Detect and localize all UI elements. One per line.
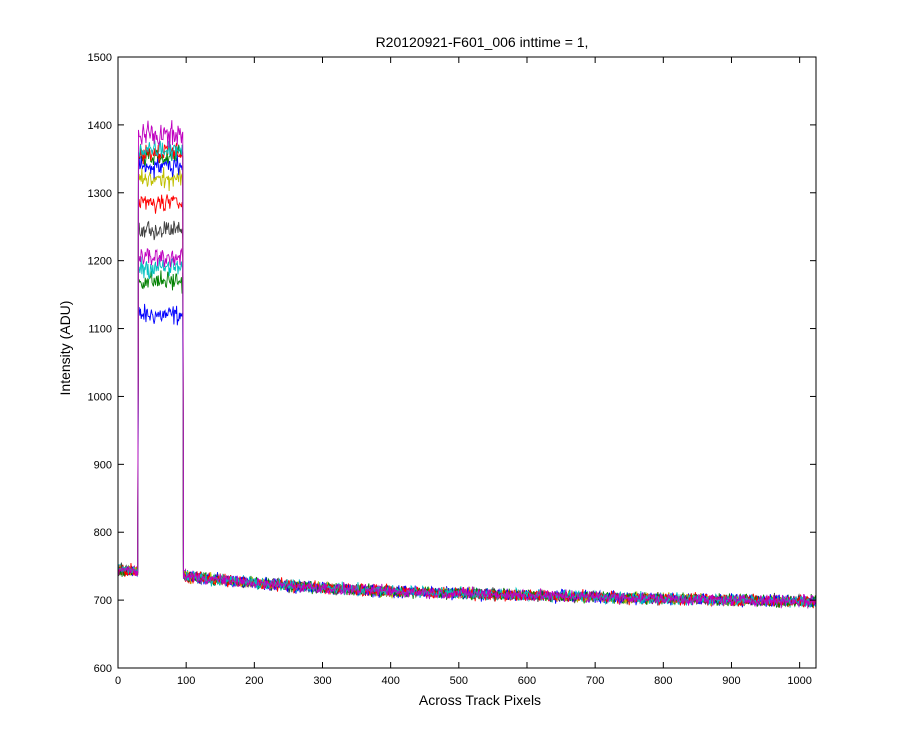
series-layer [117,120,816,609]
y-tick-label: 1300 [88,188,112,200]
x-tick-label: 1000 [787,675,811,687]
series-line-1 [117,303,816,608]
series-line-6 [117,194,816,609]
series-line-2 [117,270,816,608]
y-tick-label: 1000 [88,391,112,403]
y-tick-label: 1500 [88,52,112,64]
x-tick-label: 700 [586,675,604,687]
y-tick-label: 800 [94,527,112,539]
y-tick-label: 1200 [88,256,112,268]
series-line-4 [117,247,816,609]
chart-title: R20120921-F601_006 inttime = 1, [376,34,589,50]
series-line-9 [117,144,816,608]
x-tick-label: 0 [115,675,121,687]
y-tick-label: 900 [94,459,112,471]
x-tick-label: 800 [654,675,672,687]
series-line-11 [117,140,816,608]
x-axis-label: Across Track Pixels [419,692,541,708]
y-tick-label: 1400 [88,120,112,132]
series-line-10 [117,142,816,608]
x-tick-label: 400 [381,675,399,687]
x-tick-label: 300 [313,675,331,687]
x-tick-label: 500 [450,675,468,687]
series-line-5 [117,220,816,608]
series-line-3 [117,256,816,608]
x-tick-label: 200 [245,675,263,687]
y-tick-label: 700 [94,595,112,607]
x-tick-label: 100 [177,675,195,687]
y-tick-label: 1100 [88,324,112,336]
series-line-12 [117,120,816,609]
series-line-8 [117,154,816,608]
plot-frame [117,56,817,669]
y-tick-label: 600 [94,663,112,675]
axis-layer: 0 100 200 300 400 500 600 700 800 900 1000 600 700 80… [88,52,816,687]
y-axis-label: Intensity (ADU) [57,301,73,396]
series-line-7 [117,167,816,607]
x-tick-label: 900 [722,675,740,687]
x-tick-label: 600 [518,675,536,687]
